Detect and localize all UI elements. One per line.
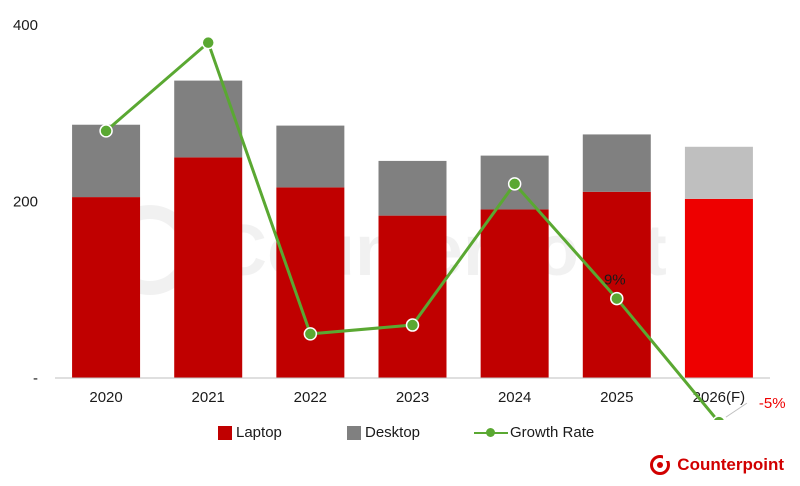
bar-laptop <box>480 209 549 378</box>
growth-rate-point <box>303 327 318 341</box>
x-tick-label: 2024 <box>498 389 531 406</box>
legend-label-laptop: Laptop <box>236 424 282 441</box>
bar-laptop <box>582 191 651 378</box>
bar-laptop <box>174 157 243 378</box>
annotation-label: -5% <box>759 395 786 412</box>
x-tick-label: 2021 <box>192 389 225 406</box>
x-tick-label: 2026(F) <box>693 389 746 406</box>
growth-rate-point <box>507 177 522 191</box>
chart: Counterpoint-200400202020212022202320242… <box>13 17 786 420</box>
bar-laptop <box>684 198 753 378</box>
legend-label-desktop: Desktop <box>365 424 421 441</box>
legend-swatch-desktop <box>347 425 361 440</box>
growth-rate-point <box>201 35 215 50</box>
legend-swatch-laptop <box>218 425 232 440</box>
brand: Counterpoint <box>649 454 784 476</box>
growth-rate-point <box>712 415 726 420</box>
legend-item-desktop: Desktop <box>347 424 420 441</box>
y-tick-label: 200 <box>13 194 38 211</box>
legend: Laptop Desktop Growth Rate <box>0 424 800 448</box>
y-tick-label: 400 <box>13 17 38 34</box>
growth-rate-point <box>99 124 113 138</box>
annotation-leader-line <box>725 402 748 418</box>
y-tick-label: - <box>33 370 38 387</box>
legend-label-growth-rate: Growth Rate <box>510 424 595 441</box>
legend-item-laptop: Laptop <box>218 424 282 441</box>
bar-laptop <box>72 197 141 378</box>
legend-swatch-growth-rate <box>474 426 508 440</box>
x-tick-label: 2023 <box>396 389 429 406</box>
bar-laptop <box>378 215 447 378</box>
bar-desktop <box>276 125 345 188</box>
legend-item-growth-rate: Growth Rate <box>474 424 594 441</box>
growth-rate-point <box>405 318 420 332</box>
bar-desktop <box>684 146 753 199</box>
growth-rate-point <box>610 291 624 306</box>
bar-desktop <box>582 134 651 192</box>
x-tick-label: 2025 <box>600 389 633 406</box>
x-tick-label: 2022 <box>294 389 327 406</box>
bar-desktop <box>174 80 243 158</box>
counterpoint-logo-icon <box>650 455 671 475</box>
annotation-label: 9% <box>604 272 626 289</box>
bar-desktop <box>378 160 447 216</box>
x-tick-label: 2020 <box>89 389 122 406</box>
bar-laptop <box>276 187 345 378</box>
brand-name: Counterpoint <box>677 455 784 474</box>
